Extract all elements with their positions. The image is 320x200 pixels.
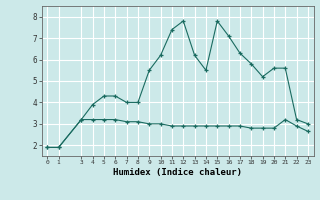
X-axis label: Humidex (Indice chaleur): Humidex (Indice chaleur): [113, 168, 242, 177]
